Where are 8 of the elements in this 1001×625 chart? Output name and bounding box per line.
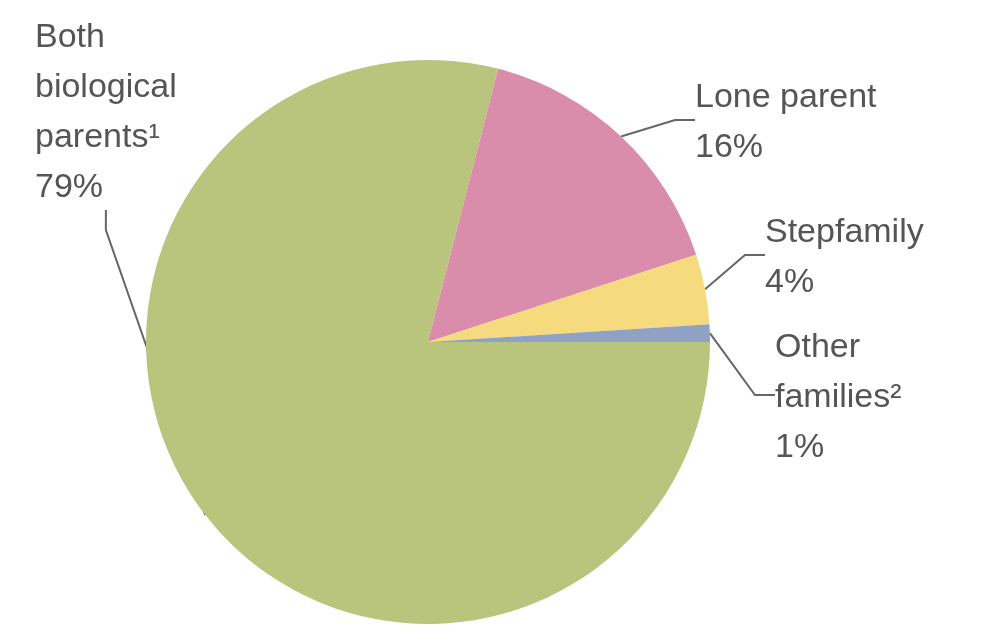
data-label: 16% <box>695 126 764 164</box>
slice-label: Stepfamily <box>765 211 924 249</box>
data-label: 79% <box>35 166 104 204</box>
slice-label: Other families² <box>775 326 902 414</box>
slice-label: Both biological parents¹ <box>35 16 177 154</box>
data-label: 4% <box>765 261 815 299</box>
slice-label: Lone parent <box>695 76 878 114</box>
data-label: 1% <box>775 426 825 464</box>
